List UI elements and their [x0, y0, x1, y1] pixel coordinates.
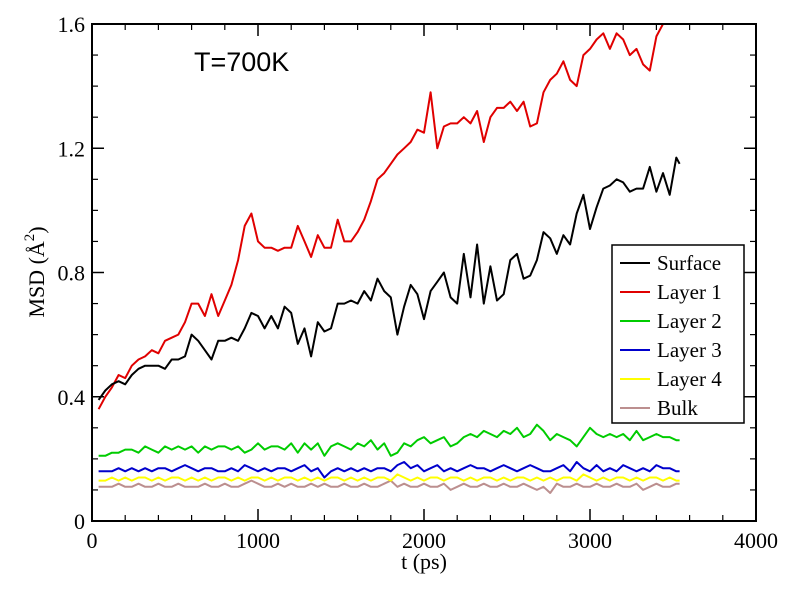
- x-tick-label: 4000: [734, 528, 778, 553]
- x-axis-title: t (ps): [401, 549, 447, 574]
- series-line-layer-3: [98, 461, 680, 479]
- legend-label-layer-4: Layer 4: [657, 367, 722, 391]
- x-tick-label: 1000: [236, 528, 280, 553]
- series-line-layer-2: [98, 423, 680, 457]
- series-line-layer-1: [97, 23, 664, 410]
- x-tick-label: 0: [87, 528, 98, 553]
- y-tick-label: 1.2: [58, 136, 86, 161]
- y-axis-title-exponent: 2: [22, 234, 38, 242]
- x-tick-label: 2000: [402, 528, 446, 553]
- y-axis-title-unit: Å: [24, 241, 49, 257]
- legend: Surface Layer 1 Layer 2 Layer 3 Layer 4 Bulk: [611, 244, 745, 424]
- y-tick-label: 0: [74, 509, 85, 534]
- series-line-layer-4: [98, 473, 680, 482]
- legend-label-bulk: Bulk: [657, 396, 698, 420]
- y-tick-label: 1.6: [58, 12, 86, 37]
- x-tick-label: 3000: [568, 528, 612, 553]
- series-line-surface: [97, 156, 681, 401]
- y-tick-label: 0.4: [58, 385, 86, 410]
- plot-frame: [91, 23, 757, 522]
- legend-label-layer-3: Layer 3: [657, 338, 722, 362]
- legend-label-layer-1: Layer 1: [657, 280, 722, 304]
- legend-label-surface: Surface: [657, 251, 721, 275]
- legend-box: [611, 244, 745, 424]
- y-tick-label: 0.8: [58, 261, 86, 286]
- temperature-annotation: T=700K: [194, 47, 289, 77]
- y-axis-title-prefix: MSD (: [24, 257, 49, 318]
- y-axis-title: MSD (Å2): [22, 226, 49, 317]
- tick-labels: 0 1000 2000 3000 4000 0 0.4 0.8 1.2 1.6: [58, 12, 779, 553]
- y-axis-title-suffix: ): [24, 226, 49, 233]
- legend-label-layer-2: Layer 2: [657, 309, 722, 333]
- series-layer: [97, 23, 681, 494]
